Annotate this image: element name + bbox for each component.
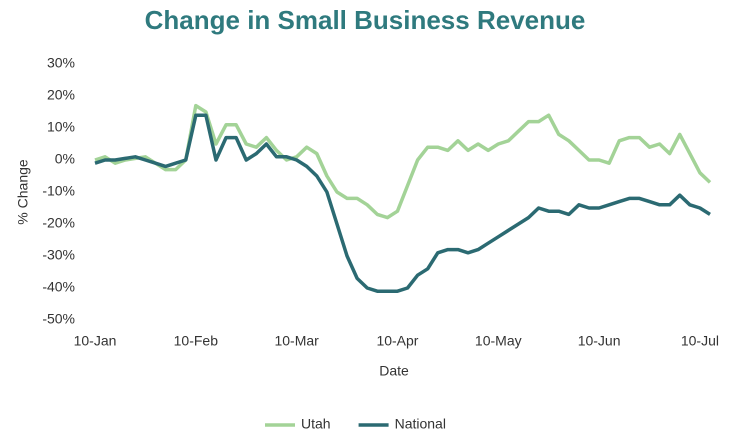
x-tick-label: 10-Apr <box>376 333 418 349</box>
chart-title: Change in Small Business Revenue <box>145 5 586 35</box>
y-tick-label: -30% <box>42 247 75 263</box>
x-axis-label: Date <box>379 363 409 379</box>
x-tick-label: 10-Mar <box>274 333 319 349</box>
y-tick-label: 10% <box>47 119 75 135</box>
y-tick-label: -40% <box>42 279 75 295</box>
y-tick-label: 20% <box>47 87 75 103</box>
x-tick-label: 10-Jun <box>578 333 621 349</box>
x-tick-label: 10-Feb <box>174 333 219 349</box>
y-tick-label: -50% <box>42 311 75 327</box>
series-line <box>94 113 711 293</box>
legend-label: National <box>395 416 446 432</box>
series-line <box>94 103 712 220</box>
y-axis-label: % Change <box>15 159 31 225</box>
y-tick-label: -10% <box>42 183 75 199</box>
y-tick-label: 0% <box>55 151 75 167</box>
y-tick-label: 30% <box>47 55 75 71</box>
x-tick-label: 10-Jul <box>681 333 719 349</box>
x-tick-label: 10-Jan <box>74 333 117 349</box>
y-tick-label: -20% <box>42 215 75 231</box>
x-tick-label: 10-May <box>475 333 522 349</box>
legend-label: Utah <box>301 416 331 432</box>
